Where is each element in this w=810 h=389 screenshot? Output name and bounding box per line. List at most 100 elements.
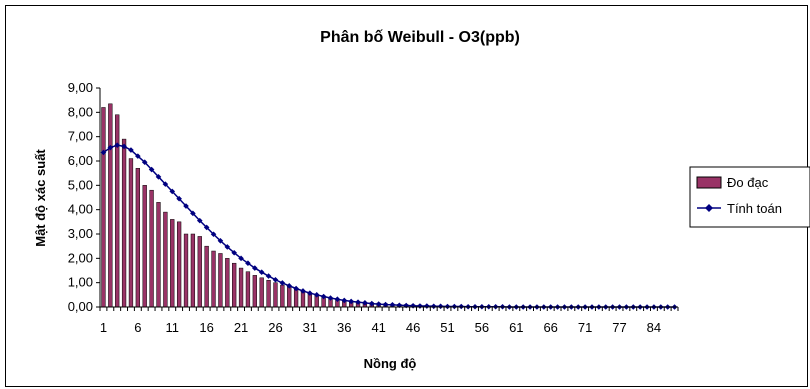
x-tick-label: 56 — [475, 320, 489, 335]
y-tick-label: 5,00 — [68, 177, 93, 192]
legend: Đo đạc Tính toán — [689, 166, 810, 228]
line-marker — [300, 288, 306, 294]
bar — [128, 158, 134, 308]
line-marker — [107, 144, 114, 151]
line-marker — [265, 273, 272, 279]
line-marker — [327, 295, 334, 301]
line-marker — [348, 298, 354, 305]
legend-label-measured: Đo đạc — [727, 175, 769, 190]
line-marker — [121, 143, 127, 150]
line-marker — [355, 299, 361, 305]
x-tick-label: 51 — [440, 320, 454, 335]
bar — [273, 282, 278, 308]
line-marker — [320, 293, 327, 300]
x-tick-label: 71 — [578, 320, 592, 335]
x-tick-label: 84 — [647, 320, 661, 335]
bar — [266, 279, 271, 308]
bar — [287, 286, 292, 308]
bar — [218, 253, 223, 308]
chart-title: Phân bố Weibull - O3(ppb) — [320, 29, 520, 46]
x-tick-label: 21 — [234, 320, 248, 335]
bar — [197, 236, 202, 308]
line-marker — [362, 300, 368, 306]
line-marker — [238, 255, 244, 262]
bar — [280, 284, 285, 308]
line-marker — [183, 203, 189, 209]
y-axis-label: Mật độ xác suất — [33, 149, 48, 247]
bar — [163, 211, 168, 308]
x-tick-label: 66 — [543, 320, 557, 335]
line-marker — [217, 238, 224, 244]
line-marker — [210, 231, 217, 238]
line-marker — [334, 296, 341, 303]
legend-diamond-marker — [705, 204, 713, 212]
y-tick-label: 3,00 — [68, 226, 93, 241]
y-tick-label: 2,00 — [68, 250, 93, 265]
line-marker — [307, 290, 313, 296]
line-marker — [279, 280, 286, 286]
line-marker — [258, 269, 265, 275]
bar — [190, 233, 196, 308]
line-marker — [396, 302, 403, 309]
line-marker — [148, 166, 155, 173]
line-marker — [375, 301, 382, 307]
x-tick-label: 41 — [371, 320, 385, 335]
line-marker — [341, 297, 348, 304]
y-tick-label: 1,00 — [68, 275, 93, 290]
line-marker — [437, 303, 444, 310]
y-tick-label: 6,00 — [68, 153, 93, 168]
line-marker — [272, 276, 279, 283]
x-tick-label: 6 — [134, 320, 141, 335]
bar — [252, 275, 257, 308]
bar — [183, 233, 189, 308]
bar — [225, 258, 230, 308]
plot-background — [100, 88, 678, 307]
bar — [232, 262, 237, 308]
bar — [135, 168, 140, 308]
x-tick-label: 61 — [509, 320, 523, 335]
x-tick-label: 26 — [268, 320, 282, 335]
line-marker — [169, 188, 176, 195]
legend-box — [689, 166, 810, 228]
x-tick-label: 36 — [337, 320, 351, 335]
x-tick-label: 11 — [166, 320, 180, 335]
line-marker — [162, 181, 169, 187]
y-tick-label: 8,00 — [68, 104, 93, 119]
line-marker — [155, 174, 162, 180]
axes — [96, 87, 679, 311]
line-marker — [203, 224, 210, 231]
bar — [238, 267, 244, 308]
y-tick-labels: 0,00 1,00 2,00 3,00 4,00 5,00 6,00 7,00 8,00 9,00 — [68, 80, 93, 314]
bar — [142, 185, 147, 308]
bar — [170, 219, 175, 308]
line-marker — [128, 147, 134, 153]
line-marker — [313, 292, 320, 298]
line-marker — [114, 142, 120, 148]
line-marker — [196, 217, 203, 224]
x-tick-labels: 1 6 11 16 21 26 31 36 41 46 51 56 61 66 71 77 84 — [100, 320, 661, 335]
bar — [121, 138, 127, 308]
line-marker — [135, 153, 141, 159]
line-marker — [224, 244, 231, 250]
bar — [293, 288, 299, 308]
x-tick-label: 16 — [199, 320, 213, 335]
line-marker — [252, 265, 258, 271]
line-marker — [369, 300, 375, 307]
y-tick-label: 7,00 — [68, 129, 93, 144]
line-marker — [293, 285, 299, 292]
y-tick-label: 9,00 — [68, 80, 93, 95]
line-marker — [176, 195, 182, 202]
line-marker — [286, 283, 293, 289]
x-tick-label: 1 — [100, 320, 107, 335]
bar — [176, 221, 182, 308]
legend-bar-swatch — [696, 176, 722, 189]
y-tick-label: 4,00 — [68, 202, 93, 217]
x-tick-label: 77 — [612, 320, 626, 335]
bar — [259, 277, 264, 308]
x-tick-label: 31 — [303, 320, 317, 335]
bar — [156, 202, 161, 308]
y-tick-label: 0,00 — [68, 299, 93, 314]
line-marker — [231, 249, 237, 256]
bar — [149, 189, 154, 308]
